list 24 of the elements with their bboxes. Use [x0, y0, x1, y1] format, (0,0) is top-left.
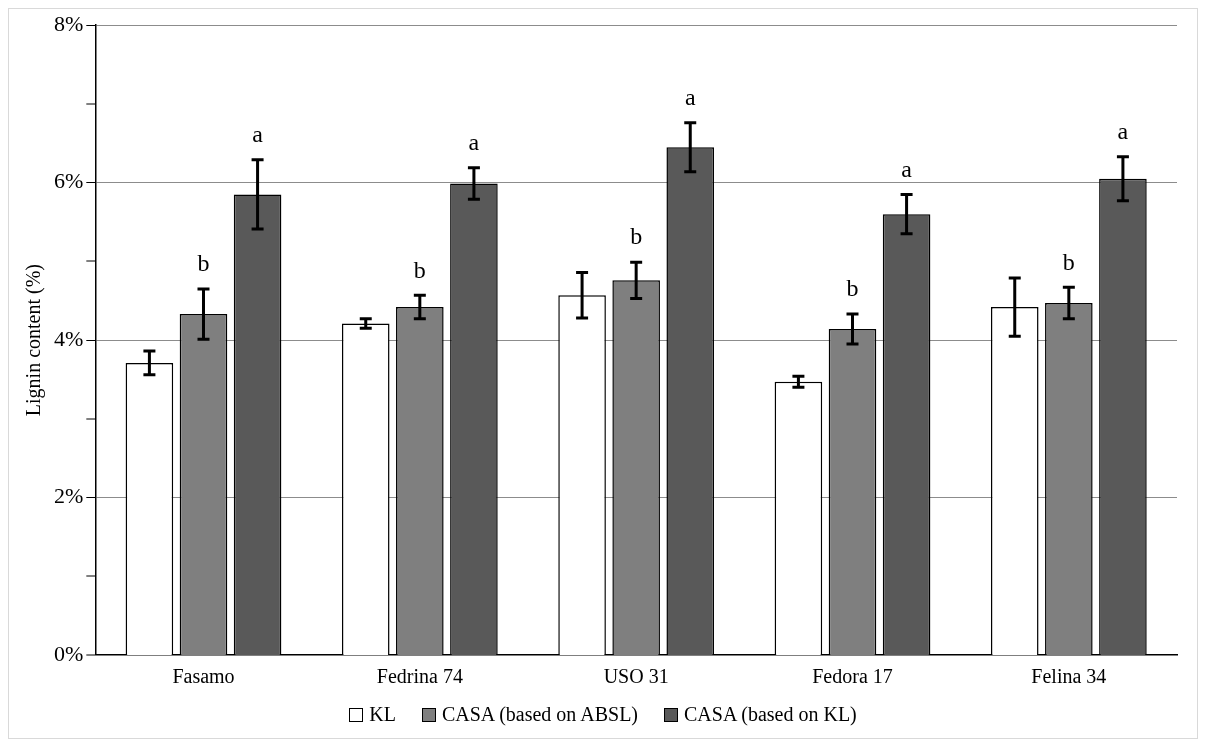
y-tick-label: 2%: [54, 483, 84, 509]
y-tick-label: 6%: [54, 168, 84, 194]
x-tick-label: Felina 34: [1031, 665, 1107, 688]
legend-label: CASA (based on ABSL): [441, 703, 639, 726]
y-axis-title: Lignin content (%): [22, 264, 46, 417]
x-tick-label: USO 31: [603, 665, 669, 688]
y-tick-label: 8%: [54, 10, 84, 36]
x-tick-label: Fedrina 74: [376, 665, 463, 688]
x-tick-label: Fedora 17: [812, 665, 893, 688]
data-label: b: [630, 223, 643, 250]
data-label: b: [197, 250, 210, 277]
data-label: a: [901, 155, 913, 182]
y-tick-label: 4%: [54, 325, 84, 351]
y-tick-label: 0%: [54, 640, 84, 666]
data-label: b: [846, 275, 859, 302]
data-label: a: [1117, 117, 1129, 144]
data-label: a: [252, 121, 264, 148]
x-tick-label: Fasamo: [172, 665, 235, 688]
data-label: a: [468, 128, 480, 155]
text: KL: [369, 703, 396, 726]
data-label: a: [684, 84, 696, 111]
data-label: b: [1062, 248, 1075, 275]
legend-label: CASA (based on KL): [684, 703, 857, 726]
data-label: b: [413, 256, 426, 283]
